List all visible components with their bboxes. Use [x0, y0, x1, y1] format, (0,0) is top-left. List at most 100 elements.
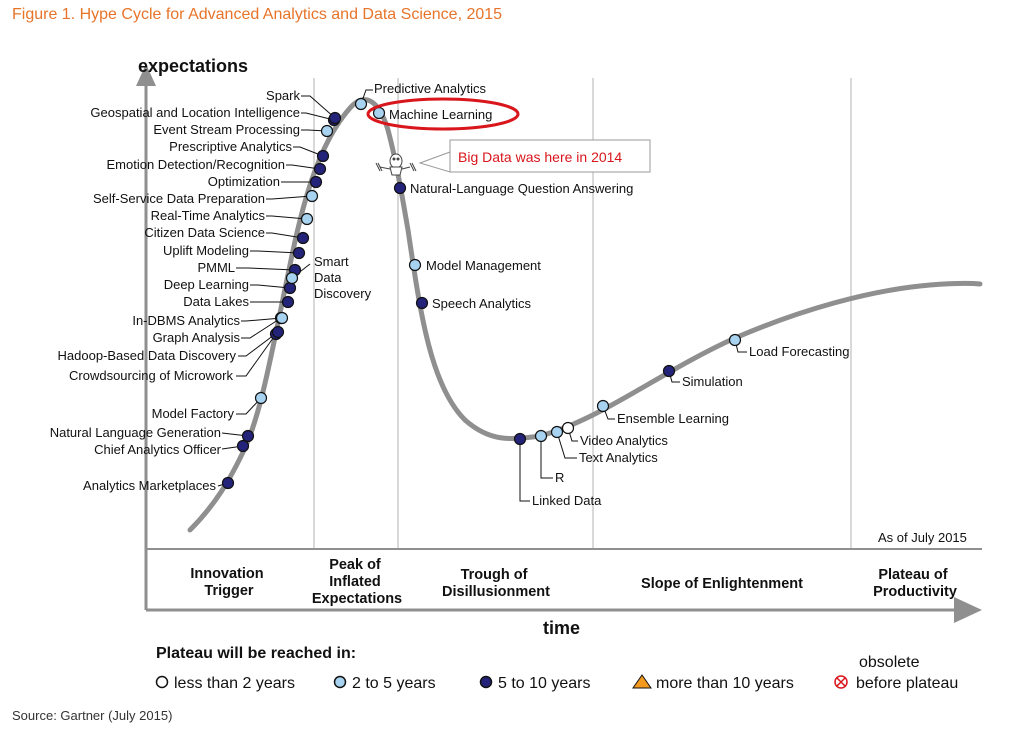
label-data-lakes: Data Lakes — [183, 294, 249, 309]
marker-model-management — [408, 258, 422, 272]
marker-linked-data — [513, 432, 527, 446]
phase-peak: Peak of Inflated Expectations — [312, 557, 402, 607]
leader-geospatial-and-location-intelligence — [301, 112, 335, 121]
svg-text:more than 10 years: more than 10 years — [656, 675, 794, 692]
marker-speech-analytics — [415, 296, 429, 310]
marker-predictive-analytics — [354, 97, 368, 111]
label-simulation: Simulation — [682, 374, 743, 389]
hype-curve — [187, 97, 983, 533]
label-natural-language-question-answering: Natural-Language Question Answering — [410, 181, 633, 196]
marker-machine-learning — [372, 106, 386, 120]
label-analytics-marketplaces: Analytics Marketplaces — [83, 478, 216, 493]
marker-load-forecasting — [728, 333, 742, 347]
marker-self-service-data-preparation — [305, 189, 319, 203]
phase-innovation-trigger: Innovation Trigger — [190, 566, 267, 599]
leader-spark — [301, 95, 336, 119]
label-in-dbms-analytics: In-DBMS Analytics — [132, 313, 240, 328]
technology-markers: Analytics Marketplaces Chief Analytics Of… — [50, 81, 850, 508]
label-event-stream-processing: Event Stream Processing — [153, 122, 300, 137]
svg-text:5 to 10 years: 5 to 10 years — [498, 675, 591, 692]
label-spark: Spark — [266, 88, 300, 103]
marker-event-stream-processing — [320, 124, 334, 138]
phase-labels: Innovation Trigger Peak of Inflated Expe… — [190, 557, 957, 607]
marker-natural-language-question-answering — [393, 181, 407, 195]
marker-deep-learning — [283, 281, 297, 295]
leader-in-dbms-analytics — [241, 317, 283, 322]
leader-deep-learning — [250, 284, 291, 289]
marker-smart-data-discovery — [285, 271, 299, 285]
label-predictive-analytics: Predictive Analytics — [374, 81, 486, 96]
label-crowdsourcing-of-microwork: Crowdsourcing of Microwork — [69, 368, 233, 383]
label-ensemble-learning: Ensemble Learning — [617, 411, 729, 426]
svg-text:before plateau: before plateau — [856, 675, 958, 692]
label-speech-analytics: Speech Analytics — [432, 296, 532, 311]
dark-blue-circle-icon — [479, 675, 493, 689]
marker-video-analytics — [561, 421, 575, 435]
label-natural-language-generation: Natural Language Generation — [50, 425, 221, 440]
marker-text-analytics — [550, 425, 564, 439]
leader-citizen-data-science — [266, 232, 304, 239]
label-pmml: PMML — [197, 260, 235, 275]
label-model-factory: Model Factory — [152, 406, 235, 421]
marker-prescriptive-analytics — [316, 149, 330, 163]
legend-entry-5-to-10-years: 5 to 10 years — [479, 675, 591, 692]
phase-trough: Trough of Disillusionment — [442, 567, 550, 600]
svg-text:less than 2 years: less than 2 years — [174, 675, 295, 692]
marker-analytics-marketplaces — [221, 476, 235, 490]
leader-crowdsourcing-of-microwork — [236, 333, 277, 377]
legend: Plateau will be reached in: less than 2 … — [155, 645, 958, 692]
big-data-figure-icon — [375, 153, 417, 176]
marker-citizen-data-science — [296, 231, 310, 245]
legend-entry-less-than-2-years: less than 2 years — [155, 675, 295, 692]
as-of-label: As of July 2015 — [878, 530, 967, 545]
label-linked-data: Linked Data — [532, 493, 602, 508]
label-graph-analysis: Graph Analysis — [153, 330, 241, 345]
label-uplift-modeling: Uplift Modeling — [163, 243, 249, 258]
leader-prescriptive-analytics — [293, 146, 324, 157]
label-geospatial-and-location-intelligence: Geospatial and Location Intelligence — [90, 105, 300, 120]
legend-title: Plateau will be reached in: — [156, 645, 356, 662]
label-emotion-detection-recognition: Emotion Detection/Recognition — [107, 157, 286, 172]
label-text-analytics: Text Analytics — [579, 450, 658, 465]
marker-in-dbms-analytics — [275, 311, 289, 325]
y-axis-title: expectations — [138, 56, 248, 76]
hype-cycle-chart: expectations time As of July 2015 Innova… — [50, 56, 983, 692]
legend-entry-2-to-5-years: 2 to 5 years — [333, 675, 436, 692]
figure-title: Figure 1. Hype Cycle for Advanced Analyt… — [12, 6, 503, 23]
leader-hadoop-based-data-discovery — [238, 331, 279, 357]
marker-ensemble-learning — [596, 399, 610, 413]
big-data-callout: Big Data was here in 2014 — [375, 139, 651, 176]
marker-optimization — [309, 175, 323, 189]
marker-r — [534, 429, 548, 443]
label-prescriptive-analytics: Prescriptive Analytics — [169, 139, 292, 154]
callout-text: Big Data was here in 2014 — [458, 149, 622, 165]
marker-hadoop-based-data-discovery — [271, 325, 285, 339]
orange-triangle-icon — [632, 674, 652, 689]
x-axis-arrowhead — [954, 597, 982, 623]
svg-text:obsolete: obsolete — [859, 654, 920, 671]
marker-model-factory — [254, 391, 268, 405]
phase-slope: Slope of Enlightenment — [641, 576, 803, 592]
leader-graph-analysis — [241, 317, 282, 339]
white-circle-icon — [155, 675, 169, 689]
label-real-time-analytics: Real-Time Analytics — [151, 208, 266, 223]
svg-text:2 to 5 years: 2 to 5 years — [352, 675, 436, 692]
source-note: Source: Gartner (July 2015) — [12, 708, 173, 723]
label-load-forecasting: Load Forecasting — [749, 344, 849, 359]
machine-learning-highlight — [366, 97, 520, 131]
marker-real-time-analytics — [300, 212, 314, 226]
marker-simulation — [662, 364, 676, 378]
marker-uplift-modeling — [292, 246, 306, 260]
phase-plateau: Plateau of Productivity — [873, 567, 957, 600]
label-citizen-data-science: Citizen Data Science — [144, 225, 265, 240]
label-optimization: Optimization — [208, 174, 280, 189]
leader-linked-data — [519, 439, 530, 502]
leader-emotion-detection-recognition — [286, 164, 321, 170]
leader-pmml — [236, 267, 296, 271]
label-model-management: Model Management — [426, 258, 541, 273]
leader-text-analytics — [556, 431, 577, 459]
label-self-service-data-preparation: Self-Service Data Preparation — [93, 191, 265, 206]
marker-natural-language-generation — [241, 429, 255, 443]
label-machine-learning: Machine Learning — [389, 107, 492, 122]
leader-event-stream-processing — [301, 129, 328, 132]
